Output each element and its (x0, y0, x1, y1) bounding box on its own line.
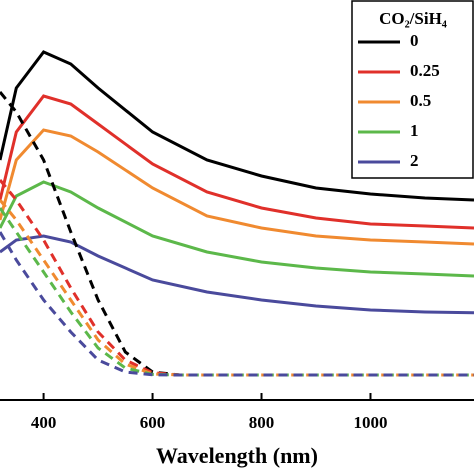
x-tick-label: 800 (249, 413, 275, 432)
dashed-line (0, 91, 474, 377)
line (0, 180, 474, 278)
x-tick-label: 400 (31, 413, 57, 432)
line (0, 234, 474, 315)
legend-label: 0 (410, 31, 419, 50)
dashed-line (0, 207, 474, 377)
line (0, 50, 474, 202)
x-axis-title: Wavelength (nm) (156, 443, 318, 468)
dashed-line (0, 231, 474, 377)
legend-label: 0.25 (410, 61, 440, 80)
dashed-line (0, 179, 474, 377)
x-tick-label: 1000 (353, 413, 387, 432)
dashed-line (0, 199, 474, 377)
legend-title: CO₂/SiH₄ (379, 9, 447, 28)
x-tick-label: 600 (140, 413, 166, 432)
legend-label: 1 (410, 121, 419, 140)
line (0, 94, 474, 230)
line (0, 128, 474, 246)
legend-label: 0.5 (410, 91, 431, 110)
legend-label: 2 (410, 151, 419, 170)
legend-box (351, 0, 474, 179)
